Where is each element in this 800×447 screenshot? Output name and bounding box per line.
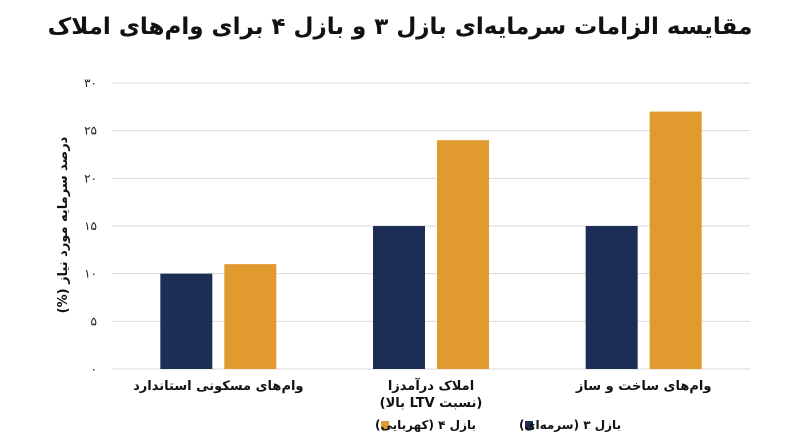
bars — [160, 111, 702, 369]
x-category-label: املاک درآمدزا — [388, 377, 474, 394]
bar-basel3 — [585, 226, 638, 369]
y-tick-label: ۲۵ — [84, 124, 97, 138]
bar-basel3 — [160, 273, 213, 369]
x-category-label: وام‌های مسکونی استاندارد — [133, 379, 303, 394]
y-tick-label: ۱۰ — [84, 267, 97, 281]
bar-basel4 — [224, 264, 277, 369]
legend: بازل ۳ (سرمه‌ای) بازل ۴ (کهربایی) — [375, 418, 621, 432]
y-tick-label: ۰ — [91, 362, 97, 376]
legend-swatch — [381, 421, 389, 429]
gridlines — [112, 82, 750, 370]
bar-basel4 — [437, 140, 489, 369]
x-category-label: (نسبت LTV بالا) — [380, 396, 483, 411]
y-tick-label: ۳۰ — [84, 76, 97, 90]
legend-swatch — [525, 421, 533, 429]
y-axis-ticks: ۰ ۵ ۱۰ ۱۵ ۲۰ ۲۵ ۳۰ — [84, 76, 97, 376]
y-tick-label: ۵ — [91, 314, 97, 328]
y-tick-label: ۱۵ — [84, 219, 97, 233]
bar-basel4 — [649, 111, 702, 369]
legend-label: بازل ۳ (سرمه‌ای) — [519, 418, 621, 432]
x-category-label: وام‌های ساخت و ساز — [575, 379, 711, 394]
legend-label: بازل ۴ (کهربایی) — [375, 418, 476, 432]
y-axis-label: درصد سرمایه مورد نیاز (%) — [56, 136, 71, 313]
y-tick-label: ۲۰ — [84, 171, 97, 185]
chart-title: مقایسه الزامات سرمایه‌ای بازل ۳ و بازل ۴… — [47, 14, 753, 40]
x-axis-categories: وام‌های مسکونی استاندارد املاک درآمدزا (نس… — [133, 377, 711, 411]
bar-basel3 — [373, 226, 425, 369]
